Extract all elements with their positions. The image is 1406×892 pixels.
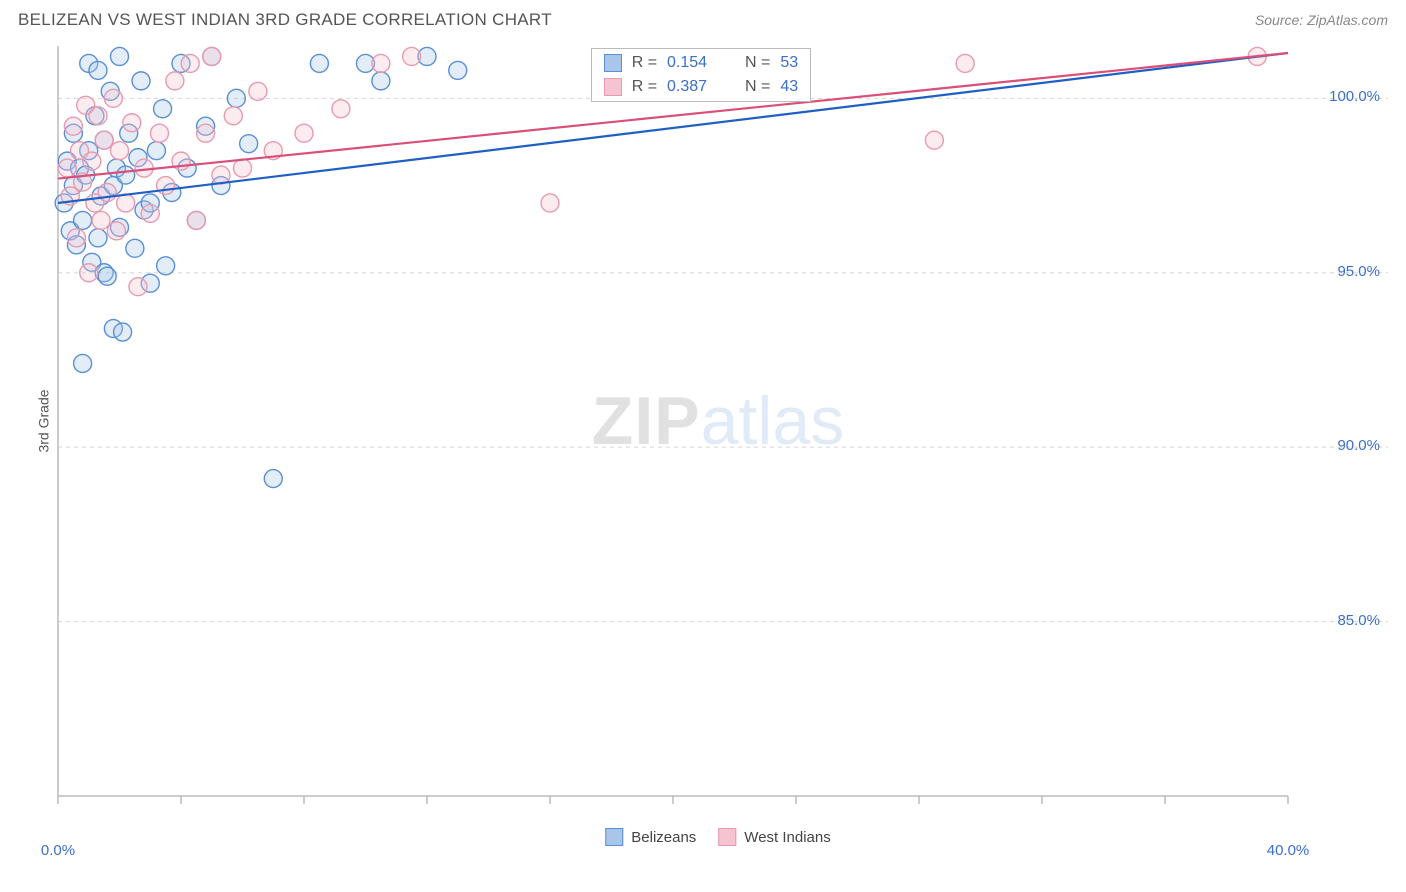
scatter-point <box>132 72 150 90</box>
legend-bottom: Belizeans West Indians <box>605 828 830 846</box>
n-label: N = <box>745 54 770 72</box>
scatter-point <box>449 61 467 79</box>
scatter-point <box>98 267 116 285</box>
legend-swatch <box>605 828 623 846</box>
scatter-point <box>166 72 184 90</box>
chart-header: BELIZEAN VS WEST INDIAN 3RD GRADE CORREL… <box>0 0 1406 36</box>
legend-item: West Indians <box>718 828 830 846</box>
scatter-point <box>187 211 205 229</box>
scatter-point <box>264 470 282 488</box>
scatter-point <box>95 131 113 149</box>
scatter-point <box>234 159 252 177</box>
scatter-point <box>150 124 168 142</box>
scatter-point <box>925 131 943 149</box>
y-tick-label: 100.0% <box>1329 88 1380 105</box>
scatter-point <box>89 61 107 79</box>
scatter-point <box>126 239 144 257</box>
y-tick-label: 85.0% <box>1337 612 1380 629</box>
scatter-point <box>181 54 199 72</box>
legend-item: Belizeans <box>605 828 696 846</box>
scatter-point <box>372 72 390 90</box>
correlation-stats-box: R = 0.154 N = 53 R = 0.387 N = 43 <box>591 48 811 102</box>
scatter-point <box>114 323 132 341</box>
scatter-point <box>157 257 175 275</box>
scatter-point <box>111 47 129 65</box>
legend-label: Belizeans <box>631 829 696 846</box>
n-value: 53 <box>780 54 798 72</box>
y-tick-label: 90.0% <box>1337 437 1380 454</box>
n-label: N = <box>745 78 770 96</box>
legend-swatch <box>718 828 736 846</box>
scatter-point <box>141 204 159 222</box>
scatter-point <box>372 54 390 72</box>
scatter-point <box>74 354 92 372</box>
scatter-point <box>157 177 175 195</box>
chart-source: Source: ZipAtlas.com <box>1255 12 1388 28</box>
scatter-point <box>111 142 129 160</box>
scatter-point <box>74 211 92 229</box>
scatter-chart-svg <box>48 36 1388 806</box>
legend-swatch <box>604 78 622 96</box>
legend-label: West Indians <box>744 829 830 846</box>
scatter-point <box>147 142 165 160</box>
scatter-point <box>107 222 125 240</box>
stats-row: R = 0.387 N = 43 <box>592 75 810 99</box>
scatter-point <box>197 124 215 142</box>
scatter-point <box>89 229 107 247</box>
r-value: 0.387 <box>667 78 723 96</box>
scatter-point <box>224 107 242 125</box>
scatter-point <box>80 264 98 282</box>
scatter-point <box>956 54 974 72</box>
scatter-point <box>129 278 147 296</box>
scatter-point <box>104 89 122 107</box>
scatter-point <box>117 166 135 184</box>
r-label: R = <box>632 78 657 96</box>
scatter-point <box>117 194 135 212</box>
scatter-point <box>92 211 110 229</box>
scatter-point <box>310 54 328 72</box>
stats-row: R = 0.154 N = 53 <box>592 51 810 75</box>
r-label: R = <box>632 54 657 72</box>
scatter-point <box>249 82 267 100</box>
scatter-point <box>332 100 350 118</box>
scatter-point <box>89 107 107 125</box>
scatter-point <box>154 100 172 118</box>
scatter-point <box>203 47 221 65</box>
chart-title: BELIZEAN VS WEST INDIAN 3RD GRADE CORREL… <box>18 10 552 30</box>
chart-container: 3rd Grade ZIPatlas R =0.154N =53R =0.387… <box>48 36 1388 806</box>
scatter-point <box>541 194 559 212</box>
scatter-point <box>83 152 101 170</box>
scatter-point <box>67 229 85 247</box>
n-value: 43 <box>780 78 798 96</box>
x-tick-label: 0.0% <box>41 842 75 859</box>
scatter-point <box>123 114 141 132</box>
scatter-point <box>295 124 313 142</box>
x-tick-label: 40.0% <box>1267 842 1310 859</box>
r-value: 0.154 <box>667 54 723 72</box>
scatter-point <box>403 47 421 65</box>
y-tick-label: 95.0% <box>1337 263 1380 280</box>
scatter-point <box>240 135 258 153</box>
scatter-point <box>64 117 82 135</box>
scatter-point <box>58 159 76 177</box>
legend-swatch <box>604 54 622 72</box>
scatter-point <box>227 89 245 107</box>
